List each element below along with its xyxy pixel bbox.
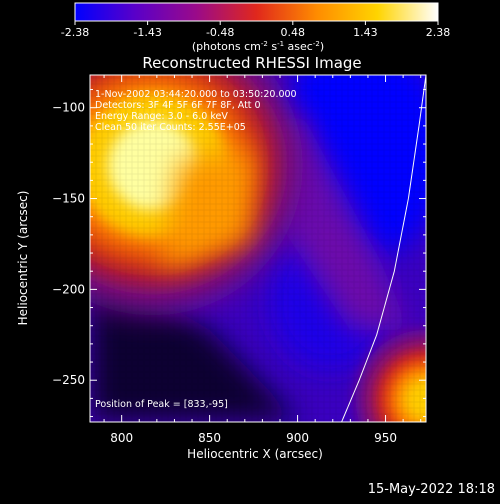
colorbar-tick-label: -1.43 [133,26,161,39]
colorbar-units-label: (photons cm-2 s-1 asec-2) [192,40,324,53]
y-axis-label: Heliocentric Y (arcsec) [16,191,30,326]
colorbar [74,2,439,22]
colorbar-ticks: -2.38 -1.43 -0.48 0.48 1.43 2.38 [61,21,450,39]
annotation-peak-position: Position of Peak = [833,-95] [95,399,228,410]
y-tick-label: −200 [52,282,85,296]
annotation-energy-range: Energy Range: 3.0 - 6.0 keV [95,111,228,122]
colorbar-tick-label: 0.48 [281,26,306,39]
x-tick-label: 800 [110,431,133,445]
x-tick-label: 850 [198,431,221,445]
plot-area [90,75,426,422]
annotation-clean-counts: Clean 50 iter Counts: 2.55E+05 [95,122,246,133]
x-tick-label: 900 [286,431,309,445]
y-tick-label: −100 [52,101,85,115]
colorbar-tick-label: -2.38 [61,26,89,39]
x-axis: 800 850 900 950 [103,75,422,445]
y-tick-label: −150 [52,192,85,206]
y-axis: −100 −150 −200 −250 [52,89,426,418]
annotation-block: 1-Nov-2002 03:44:20.000 to 03:50:20.000 … [95,89,297,410]
footer-date: 15-May-2022 18:18 [368,482,495,497]
colorbar-tick-label: 2.38 [426,26,451,39]
annotation-time-range: 1-Nov-2002 03:44:20.000 to 03:50:20.000 [95,89,297,100]
colorbar-tick-label: -0.48 [206,26,234,39]
colorbar-tick-label: 1.43 [353,26,378,39]
annotation-detectors: Detectors: 3F 4F 5F 6F 7F 8F, Att 0 [95,100,261,111]
x-tick-label: 950 [374,431,397,445]
pixel-texture [90,75,426,422]
x-axis-label: Heliocentric X (arcsec) [187,447,323,461]
plot-frame [89,74,427,423]
y-tick-label: −250 [52,373,85,387]
chart-title: Reconstructed RHESSI Image [142,54,361,72]
